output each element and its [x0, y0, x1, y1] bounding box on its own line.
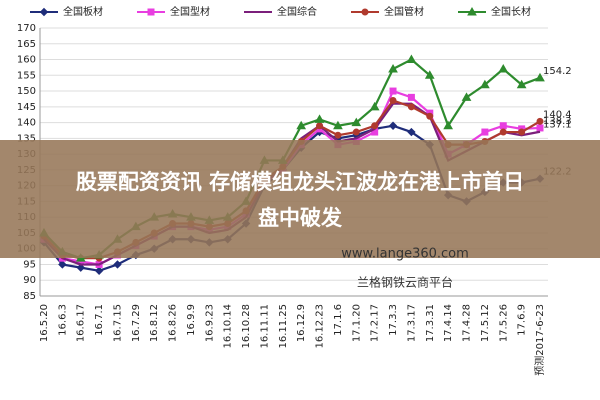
marker — [443, 120, 454, 130]
x-tick-label: 16.9.9 — [186, 304, 197, 336]
y-tick-label: 165 — [17, 39, 36, 50]
marker — [371, 122, 379, 130]
marker — [388, 121, 398, 130]
x-tick-label: 16.11.25 — [278, 304, 289, 349]
banner-text: 盘中破发 — [258, 206, 343, 230]
x-tick-label: 16.10.14 — [223, 304, 234, 349]
marker — [467, 6, 477, 16]
marker — [39, 7, 49, 17]
legend-label: 全国管材 — [384, 5, 424, 18]
y-tick-label: 95 — [23, 259, 36, 270]
y-tick-label: 155 — [17, 70, 36, 81]
marker — [76, 263, 85, 272]
legend-label: 全国型材 — [170, 5, 210, 18]
x-tick-label: 17.3.3 — [388, 304, 399, 336]
x-tick-label: 17.3.31 — [425, 304, 436, 342]
marker — [58, 260, 67, 269]
x-tick-label: 17.1.6 — [333, 304, 344, 336]
value-label: 137.1 — [543, 120, 572, 131]
y-tick-label: 85 — [23, 291, 36, 302]
x-tick-label: 16.5.20 — [39, 304, 50, 342]
marker — [535, 72, 545, 82]
marker — [361, 8, 369, 16]
marker — [426, 112, 434, 120]
marker — [369, 101, 380, 111]
marker — [481, 128, 489, 136]
x-tick-label: 17.4.14 — [443, 304, 454, 342]
x-tick-label: 17.4.28 — [462, 304, 473, 342]
x-tick-label: 17.1.20 — [351, 304, 362, 342]
x-tick-label: 16.8.12 — [149, 304, 160, 342]
marker — [518, 128, 526, 136]
marker — [536, 117, 544, 125]
x-tick-label: 16.9.23 — [204, 304, 215, 342]
x-tick-label: 预测2017-6-23 — [533, 304, 546, 376]
marker — [461, 92, 472, 101]
value-label: 154.2 — [543, 66, 572, 77]
marker — [113, 260, 122, 269]
marker — [351, 117, 362, 127]
legend-label: 全国长材 — [491, 5, 531, 18]
marker — [389, 97, 397, 105]
marker — [424, 70, 435, 79]
x-tick-label: 16.11.11 — [259, 304, 270, 349]
y-tick-label: 150 — [17, 86, 36, 97]
marker — [406, 54, 417, 64]
x-tick-label: 16.10.28 — [241, 304, 252, 349]
value-label: 138.3 — [543, 116, 572, 127]
marker — [498, 63, 509, 73]
watermark: www.lange360.com — [341, 247, 469, 262]
marker — [407, 103, 415, 111]
marker — [536, 124, 544, 132]
legend-label: 全国板材 — [63, 5, 103, 18]
y-tick-label: 170 — [17, 23, 36, 34]
x-tick-label: 16.12.9 — [296, 304, 307, 342]
y-tick-label: 90 — [23, 275, 36, 286]
marker — [334, 131, 342, 139]
legend-label: 全国综合 — [277, 5, 317, 18]
y-tick-label: 135 — [17, 133, 36, 144]
value-label: 140.4 — [543, 109, 572, 120]
marker — [316, 122, 324, 130]
marker — [480, 79, 490, 89]
marker — [499, 128, 507, 136]
y-tick-label: 145 — [17, 102, 36, 113]
y-tick-label: 140 — [17, 118, 36, 129]
x-tick-label: 16.7.29 — [131, 304, 142, 342]
x-tick-label: 16.12.23 — [315, 304, 326, 349]
x-tick-label: 17.2.17 — [370, 304, 381, 342]
marker — [388, 63, 398, 73]
marker — [389, 87, 397, 95]
x-tick-label: 16.8.26 — [168, 304, 179, 342]
marker — [296, 120, 307, 130]
x-tick-label: 16.7.15 — [112, 304, 123, 342]
marker — [352, 128, 360, 136]
marker — [314, 114, 325, 123]
marker — [516, 79, 527, 89]
marker — [407, 93, 415, 101]
marker — [147, 8, 155, 16]
watermark: 兰格钢铁云商平台 — [357, 275, 453, 290]
x-tick-label: 17.3.17 — [406, 304, 417, 342]
marker — [94, 266, 104, 275]
x-tick-label: 16.6.17 — [76, 304, 87, 342]
marker — [499, 122, 507, 130]
banner — [0, 140, 600, 258]
marker — [407, 127, 416, 137]
x-tick-label: 16.7.1 — [94, 304, 105, 336]
x-tick-label: 17.6.9 — [517, 304, 528, 336]
x-tick-label: 16.6.3 — [57, 304, 68, 336]
x-tick-label: 17.5.12 — [480, 304, 491, 342]
banner-text: 股票配资资讯 存储模组龙头江波龙在港上市首日 — [76, 170, 524, 194]
marker — [333, 120, 343, 130]
y-tick-label: 160 — [17, 55, 36, 66]
x-tick-label: 17.5.26 — [498, 304, 509, 342]
